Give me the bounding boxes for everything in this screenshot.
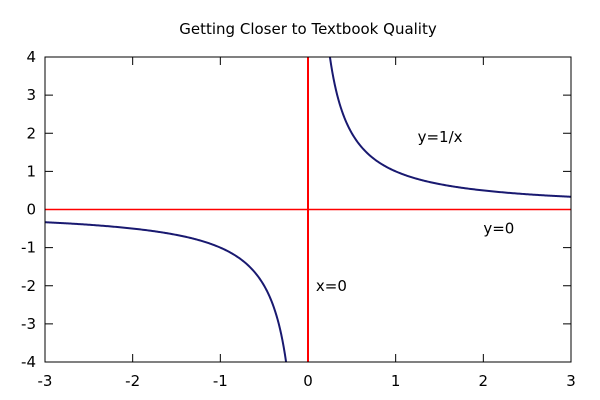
y-tick-label: 4 [26, 48, 36, 66]
y-tick-label: 3 [26, 86, 36, 104]
annotation-label: x=0 [316, 277, 347, 295]
asymptote-lines [45, 57, 571, 362]
y-tick-label: 2 [26, 124, 36, 142]
y-tick-label: -3 [21, 315, 36, 333]
annotation-label: y=0 [483, 220, 514, 238]
series-line-branch-1 [44, 221, 288, 363]
y-tick-label: -1 [21, 239, 36, 257]
annotations: y=1/x y=0 x=0 [316, 128, 514, 295]
x-tick-label: -1 [213, 372, 228, 390]
x-tick-label: 2 [479, 372, 489, 390]
plot-frame [44, 56, 572, 363]
x-tick-label: 1 [391, 372, 401, 390]
y-tick-label: -4 [21, 353, 36, 371]
y-tick-label: 0 [26, 201, 36, 219]
x-tick-label: 3 [566, 372, 576, 390]
annotation-label: y=1/x [418, 128, 463, 146]
x-tick-label: 0 [303, 372, 313, 390]
chart-title: Getting Closer to Textbook Quality [179, 20, 437, 38]
x-tick-label: -3 [38, 372, 53, 390]
series-line-branch-2 [328, 56, 572, 198]
x-tick-label: -2 [125, 372, 140, 390]
y-tick-label: -2 [21, 277, 36, 295]
y-tick-label: 1 [26, 162, 36, 180]
series-lines [44, 56, 572, 363]
